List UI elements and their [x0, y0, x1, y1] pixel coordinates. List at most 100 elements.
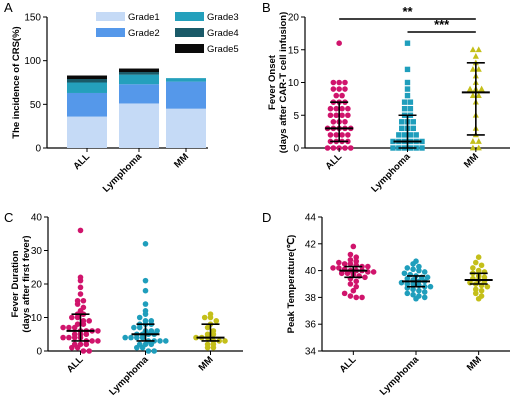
data-point [207, 314, 214, 321]
data-point [365, 263, 371, 270]
data-point [327, 105, 334, 112]
data-point [419, 145, 425, 151]
data-point [342, 79, 348, 86]
data-point [359, 294, 365, 301]
panel-d: 34 36 38 40 42 44 D Peak Temperature(℃) ALL Lymph… [262, 210, 510, 398]
y-tick-label: 20 [31, 280, 43, 291]
y-axis-subtitle: (days after CAR-T cell infusion) [278, 12, 289, 153]
data-point [401, 99, 408, 105]
data-point [421, 289, 428, 295]
data-point [83, 341, 90, 348]
data-point [333, 132, 340, 138]
bar-segment [67, 116, 107, 148]
data-point [142, 301, 149, 307]
x-tick-label: ALL [71, 151, 92, 172]
x-tick-label: ALL [65, 354, 86, 375]
data-point [469, 92, 477, 98]
data-point [339, 105, 345, 112]
bar-segment [67, 92, 107, 117]
legend-label: Grade5 [207, 44, 239, 55]
data-point [410, 291, 416, 298]
data-point [136, 324, 143, 331]
data-point [472, 52, 479, 59]
data-point [478, 85, 485, 92]
bar-segment [119, 68, 159, 73]
data-point [353, 283, 360, 290]
panel-label: A [4, 0, 13, 15]
data-point [407, 106, 414, 112]
data-point [399, 119, 405, 125]
data-point [475, 144, 482, 151]
data-point [353, 294, 360, 301]
data-point [151, 348, 157, 354]
data-point [336, 259, 342, 266]
data-point [71, 324, 78, 331]
data-point [342, 145, 348, 151]
data-point [77, 284, 84, 291]
data-point [472, 286, 479, 293]
data-point [95, 338, 101, 344]
data-point [60, 324, 66, 331]
x-tick-label: ALL [323, 151, 344, 172]
data-point [145, 348, 152, 354]
data-point [333, 112, 340, 119]
data-point [139, 334, 146, 341]
data-point [66, 334, 72, 341]
data-point [404, 92, 411, 99]
data-point [330, 119, 337, 125]
y-axis-title: Peak Temperature(℃) [286, 235, 297, 334]
data-point [407, 132, 414, 138]
data-point [472, 290, 479, 297]
data-point [327, 132, 334, 138]
data-point [336, 86, 342, 92]
data-point [404, 79, 411, 86]
bar-segment [119, 74, 159, 85]
data-point [142, 277, 149, 284]
x-tick-label: MM [462, 151, 481, 170]
x-tick-label: Lymphoma [369, 151, 413, 195]
legend-label: Grade1 [128, 12, 160, 23]
legend-swatch [96, 12, 125, 21]
y-tick-label: 10 [288, 78, 300, 89]
data-point [353, 254, 360, 260]
data-point [204, 324, 211, 331]
data-point [416, 267, 422, 274]
data-point [475, 92, 482, 98]
data-point [469, 46, 477, 53]
data-point [347, 145, 354, 151]
data-point [80, 297, 87, 304]
data-point [472, 259, 479, 266]
data-point [353, 278, 360, 285]
data-point [77, 277, 84, 284]
data-point [204, 344, 211, 351]
data-point [404, 265, 411, 271]
data-point [410, 286, 416, 293]
data-point [338, 270, 345, 277]
y-tick-label: 40 [31, 213, 43, 224]
data-point [419, 138, 425, 145]
data-point [424, 274, 431, 281]
panel-label: C [4, 210, 13, 225]
data-point [347, 251, 354, 258]
data-point [136, 314, 143, 321]
data-point [86, 348, 92, 354]
data-point [344, 270, 351, 277]
data-point [404, 290, 411, 297]
data-point [139, 344, 146, 351]
data-point [83, 331, 90, 338]
y-tick-label: 50 [30, 100, 42, 111]
data-point [410, 125, 416, 132]
data-point [327, 112, 334, 119]
data-point [342, 86, 348, 92]
panel-label: D [262, 210, 271, 225]
x-tick-label: MM [172, 151, 191, 170]
y-tick-label: 0 [36, 347, 42, 358]
data-point [407, 99, 414, 105]
data-point [347, 281, 354, 287]
data-point [470, 265, 476, 271]
data-point [347, 261, 354, 267]
data-point [345, 112, 351, 119]
data-point [339, 112, 345, 119]
data-point [213, 318, 220, 324]
